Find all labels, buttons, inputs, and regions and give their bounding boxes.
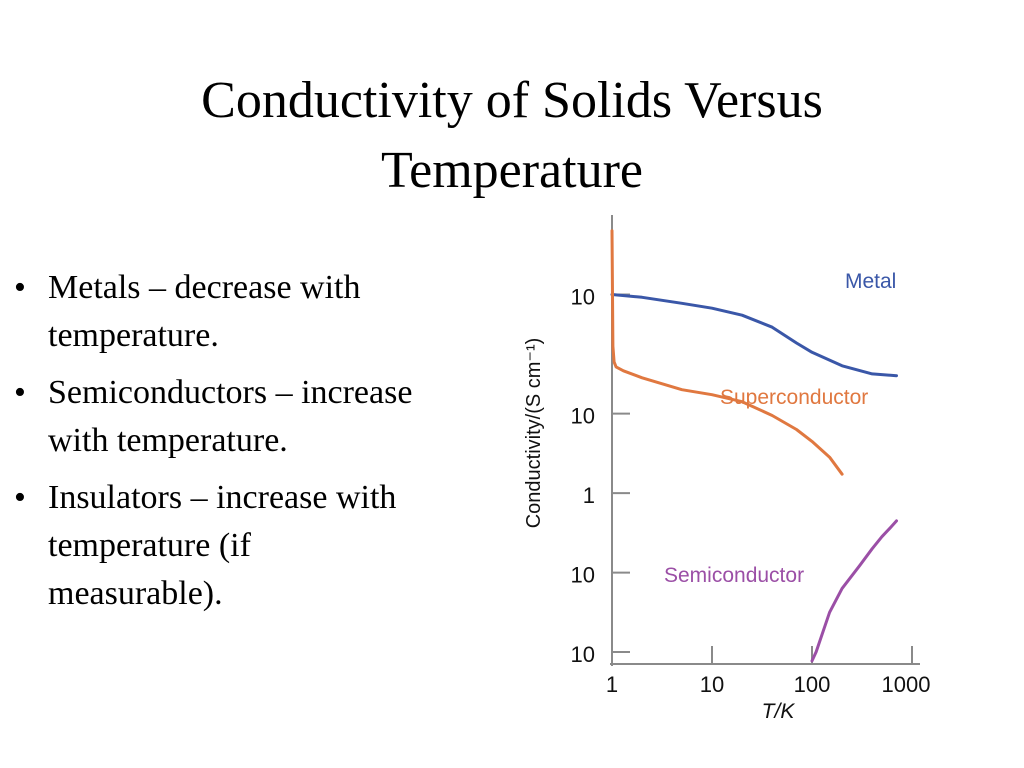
bullet-dot: • [14, 374, 26, 411]
y-tick-label: 1 [583, 483, 595, 508]
x-tick-label: 10 [700, 672, 724, 697]
x-tick-label: 1 [606, 672, 618, 697]
chart-labels: T/K Conductivity/(S cm⁻¹) Metal Superconduc… [523, 270, 896, 723]
y-axis-label: Conductivity/(S cm⁻¹) [523, 338, 545, 529]
x-tick-label: 100 [794, 672, 831, 697]
bullet-line: Insulators – increase with [48, 479, 397, 516]
bullet-insulators: • Insulators – increase with temperature… [14, 474, 494, 618]
bullet-line: with temperature. [48, 422, 288, 459]
series-label-superconductor: Superconductor [720, 386, 868, 409]
series-line-metal [610, 293, 898, 378]
title-line-1: Conductivity of Solids Versus [201, 72, 823, 129]
series-line-superconductor [610, 229, 844, 476]
bullet-line: temperature (if [48, 527, 251, 564]
y-tick-label: 10 [571, 563, 595, 588]
chart-axes: 10 10 1 10 10 1 10 100 1000 [571, 215, 931, 697]
bullet-semiconductors: • Semiconductors – increase with tempera… [14, 369, 494, 465]
y-tick-label: 10 [571, 284, 595, 309]
x-tick-label: 1000 [882, 672, 931, 697]
bullet-line: Semiconductors – increase [48, 374, 413, 411]
y-tick-label: 10 [571, 404, 595, 429]
series-label-semiconductor: Semiconductor [664, 564, 804, 587]
chart-series [610, 229, 898, 663]
bullet-line: Metals – decrease with [48, 269, 361, 306]
series-line-semiconductor [810, 519, 898, 663]
y-tick-label: 10 [571, 642, 595, 667]
bullet-list: • Metals – decrease with temperature. • … [14, 264, 494, 627]
bullet-line: measurable). [48, 575, 223, 612]
slide-title: Conductivity of Solids Versus Temperatur… [0, 66, 1024, 206]
bullet-metals: • Metals – decrease with temperature. [14, 264, 494, 360]
bullet-dot: • [14, 269, 26, 306]
title-line-2: Temperature [381, 142, 643, 199]
series-label-metal: Metal [845, 270, 896, 293]
bullet-line: temperature. [48, 317, 219, 354]
x-axis-label: T/K [762, 700, 796, 723]
bullet-dot: • [14, 479, 26, 516]
